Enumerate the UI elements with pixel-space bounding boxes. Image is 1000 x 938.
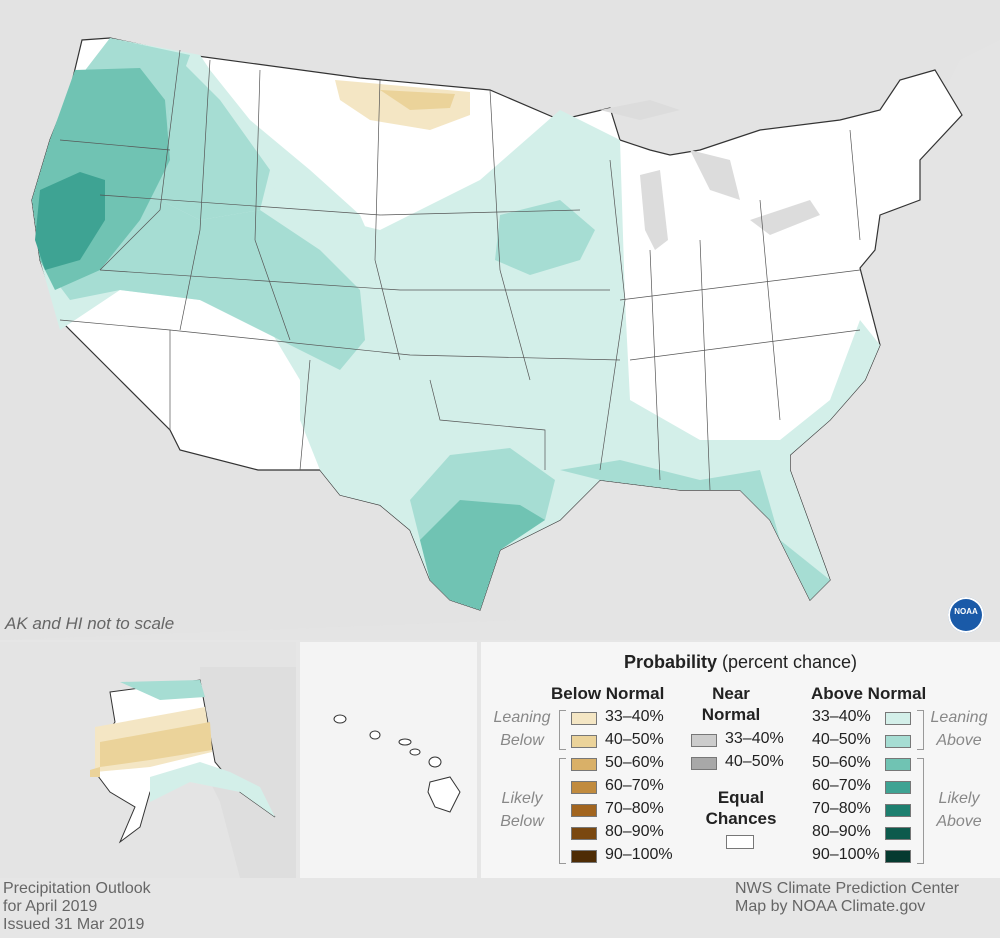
map-title-line: Precipitation Outlook bbox=[3, 880, 151, 897]
legend-title: Probability (percent chance) bbox=[623, 652, 858, 672]
above-normal-label: 90–100% bbox=[812, 846, 880, 863]
near-normal-swatch bbox=[691, 734, 717, 747]
below-normal-swatch bbox=[571, 712, 597, 725]
near-normal-label: 33–40% bbox=[725, 730, 784, 747]
above-normal-label: 60–70% bbox=[812, 777, 871, 794]
leaning-above-label-1: Leaning bbox=[930, 709, 988, 726]
leaning-above-label-2: Above bbox=[936, 732, 982, 749]
above-normal-swatch bbox=[885, 735, 911, 748]
above-normal-label: 50–60% bbox=[812, 754, 871, 771]
credit-line: NWS Climate Prediction Center bbox=[735, 880, 960, 897]
likely-above-label-1: Likely bbox=[938, 790, 980, 807]
above-normal-swatch bbox=[885, 804, 911, 817]
below-normal-swatch bbox=[571, 850, 597, 863]
above-normal-swatch bbox=[885, 758, 911, 771]
alaska-inset bbox=[0, 642, 296, 878]
bracket bbox=[559, 758, 566, 864]
above-normal-swatch bbox=[885, 781, 911, 794]
noaa-logo: NOAA bbox=[948, 597, 984, 633]
near-normal-header-1: Near bbox=[712, 684, 750, 703]
equal-chances-swatch bbox=[726, 835, 754, 849]
leaning-below-label-2: Below bbox=[500, 732, 544, 749]
below-normal-label: 60–70% bbox=[605, 777, 664, 794]
near-normal-header-2: Normal bbox=[701, 705, 761, 724]
credit-block: NWS Climate Prediction Center Map by NOA… bbox=[735, 880, 959, 916]
below-normal-swatch bbox=[571, 781, 597, 794]
bracket bbox=[917, 758, 924, 864]
above-normal-swatch bbox=[885, 827, 911, 840]
below-normal-label: 33–40% bbox=[605, 708, 664, 725]
below-normal-label: 90–100% bbox=[605, 846, 673, 863]
equal-chances-header-1: Equal bbox=[717, 788, 765, 807]
below-normal-label: 80–90% bbox=[605, 823, 664, 840]
likely-above-label-2: Above bbox=[936, 813, 982, 830]
bracket bbox=[917, 710, 924, 750]
above-normal-label: 33–40% bbox=[812, 708, 871, 725]
below-normal-swatch bbox=[571, 804, 597, 817]
equal-chances-header-2: Chances bbox=[705, 809, 777, 828]
near-normal-swatch bbox=[691, 757, 717, 770]
scale-note: AK and HI not to scale bbox=[5, 614, 175, 633]
likely-below-label-2: Below bbox=[500, 813, 544, 830]
above-normal-label: 40–50% bbox=[812, 731, 871, 748]
leaning-below-label-1: Leaning bbox=[493, 709, 551, 726]
below-normal-label: 70–80% bbox=[605, 800, 664, 817]
conus-map: NOAA AK and HI not to scale bbox=[5, 37, 984, 633]
above-normal-header: Above Normal bbox=[811, 684, 927, 703]
above-normal-label: 70–80% bbox=[812, 800, 871, 817]
map-title-line: Issued 31 Mar 2019 bbox=[3, 916, 145, 933]
hawaii-inset bbox=[300, 642, 477, 878]
below-normal-swatch bbox=[571, 758, 597, 771]
map-title-block: Precipitation Outlook for April 2019 Iss… bbox=[3, 880, 151, 934]
above-normal-swatch bbox=[885, 850, 911, 863]
bracket bbox=[559, 710, 566, 750]
below-normal-header: Below Normal bbox=[551, 684, 665, 703]
likely-below-label-1: Likely bbox=[501, 790, 543, 807]
below-normal-swatch bbox=[571, 827, 597, 840]
near-normal-label: 40–50% bbox=[725, 753, 784, 770]
map-title-line: for April 2019 bbox=[3, 898, 98, 915]
credit-line: Map by NOAA Climate.gov bbox=[735, 898, 926, 915]
above-normal-swatch bbox=[885, 712, 911, 725]
legend: Probability (percent chance) Below Norma… bbox=[481, 642, 1000, 878]
below-normal-label: 50–60% bbox=[605, 754, 664, 771]
above-normal-label: 80–90% bbox=[812, 823, 871, 840]
below-normal-label: 40–50% bbox=[605, 731, 664, 748]
below-normal-swatch bbox=[571, 735, 597, 748]
